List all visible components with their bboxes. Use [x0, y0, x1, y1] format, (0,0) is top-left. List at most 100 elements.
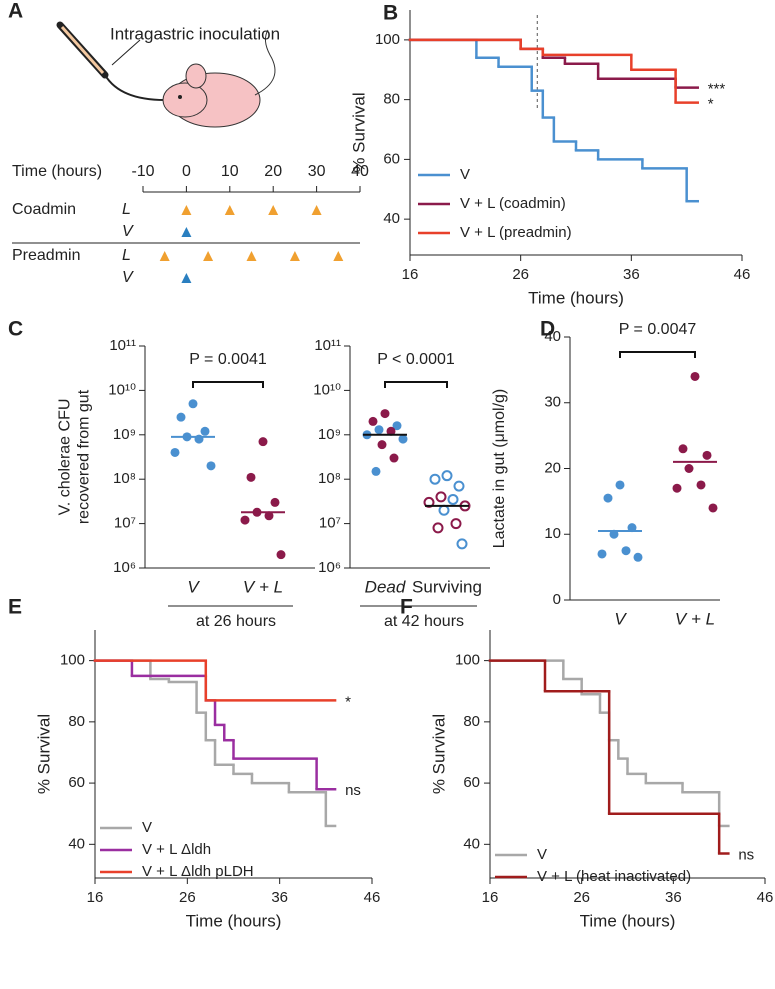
x-tick-label: 36 [623, 266, 640, 283]
data-point [380, 409, 390, 419]
legend-label: V + L Δldh [142, 841, 211, 858]
dose-marker [246, 251, 257, 261]
data-point [386, 426, 396, 436]
group-label: at 42 hours [384, 613, 464, 630]
dose-marker [333, 251, 344, 261]
y-tick-label: 20 [544, 459, 561, 476]
y-tick-label: 10⁷ [319, 515, 341, 532]
mouse-ear [185, 63, 207, 89]
significance: ns [345, 782, 361, 799]
data-point [627, 523, 637, 533]
mouse-head [162, 82, 208, 118]
row-label: L [122, 247, 131, 264]
y-axis-title: recovered from gut [76, 389, 93, 524]
data-point [678, 444, 688, 454]
legend-label: V + L Δldh pLDH [142, 863, 254, 880]
data-point [398, 434, 408, 444]
diagram-title: Intragastric inoculation [110, 24, 280, 43]
data-point [597, 549, 607, 559]
y-tick-label: 10⁶ [113, 559, 136, 576]
data-point [435, 491, 447, 503]
data-point [615, 480, 625, 490]
group-label: Preadmin [12, 247, 80, 264]
panel-label: A [8, 0, 23, 23]
data-point [276, 550, 286, 560]
dose-marker [181, 227, 192, 237]
mouse-tail [254, 29, 276, 96]
significance-bracket [619, 351, 696, 358]
group-label: at 26 hours [196, 613, 276, 630]
category-label: V [614, 609, 627, 628]
legend-label: V [460, 166, 470, 183]
data-point [392, 421, 402, 431]
y-tick-label: 100 [455, 652, 480, 669]
x-tick-label: 10 [221, 163, 239, 180]
y-tick-label: 10⁶ [318, 559, 341, 576]
y-tick-label: 10⁷ [114, 515, 136, 532]
category-label: Dead [365, 577, 406, 596]
panel-label: B [383, 2, 398, 25]
y-tick-label: 10¹⁰ [108, 381, 136, 398]
y-tick-label: 40 [463, 835, 480, 852]
dose-marker [224, 205, 235, 215]
category-label: V + L [243, 577, 283, 596]
axis-title: Time (hours) [12, 163, 102, 180]
y-axis-title: Lactate in gut (μmol/g) [491, 389, 508, 549]
significance-bracket [384, 381, 448, 388]
data-point [374, 425, 384, 435]
x-tick-label: 46 [734, 266, 751, 283]
y-tick-label: 60 [68, 774, 85, 791]
category-label: V [187, 577, 200, 596]
dose-marker [181, 273, 192, 283]
row-label: V [122, 223, 134, 240]
category-label: V + L [675, 609, 715, 628]
data-point [621, 546, 631, 556]
panel-label: F [400, 596, 413, 619]
data-point [609, 529, 619, 539]
x-tick-label: 26 [573, 889, 590, 906]
y-tick-label: 40 [383, 210, 400, 227]
data-point [429, 473, 441, 485]
legend-label: V [537, 846, 547, 863]
data-point [690, 371, 700, 381]
y-tick-label: 0 [553, 591, 561, 608]
y-tick-label: 80 [68, 713, 85, 730]
data-point [240, 515, 250, 525]
data-point [450, 518, 462, 530]
p-value: P < 0.0001 [377, 351, 455, 368]
data-point [708, 503, 718, 513]
data-point [368, 416, 378, 426]
x-tick-label: 16 [402, 266, 419, 283]
x-tick-label: 16 [87, 889, 104, 906]
y-tick-label: 10⁸ [318, 470, 341, 487]
y-tick-label: 10⁹ [318, 426, 341, 443]
y-axis-title: % Survival [429, 714, 448, 794]
y-tick-label: 10⁸ [113, 470, 136, 487]
panel-label: C [8, 318, 23, 341]
y-tick-label: 60 [383, 150, 400, 167]
group-label: Coadmin [12, 201, 76, 218]
x-tick-label: -10 [131, 163, 154, 180]
data-point [188, 399, 198, 409]
data-point [672, 483, 682, 493]
x-tick-label: 16 [482, 889, 499, 906]
y-tick-label: 10 [544, 525, 561, 542]
data-point [206, 461, 216, 471]
data-point [377, 440, 387, 450]
data-point [696, 480, 706, 490]
x-tick-label: 26 [179, 889, 196, 906]
significance: *** [708, 81, 726, 98]
x-tick-label: 30 [308, 163, 326, 180]
dose-marker [289, 251, 300, 261]
data-point [702, 450, 712, 460]
x-axis-title: Time (hours) [186, 911, 282, 930]
y-tick-label: 40 [544, 328, 561, 345]
syringe-content [60, 26, 105, 74]
p-value: P = 0.0041 [189, 351, 267, 368]
p-value: P = 0.0047 [619, 321, 697, 338]
x-tick-label: 20 [264, 163, 282, 180]
dose-marker [159, 251, 170, 261]
x-tick-label: 0 [182, 163, 191, 180]
data-point [633, 552, 643, 562]
